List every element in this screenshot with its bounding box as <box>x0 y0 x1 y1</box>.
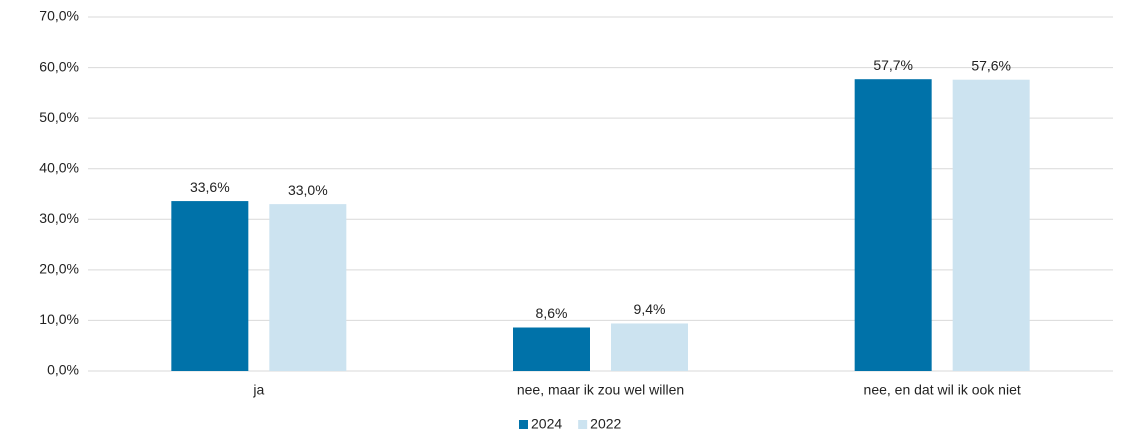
bar <box>513 327 590 371</box>
legend-label: 2024 <box>531 416 562 432</box>
bar <box>269 204 347 371</box>
bar <box>171 201 249 371</box>
legend-swatch <box>578 420 588 429</box>
bar <box>952 79 1030 372</box>
value-label: 57,7% <box>873 57 913 73</box>
value-label: 33,0% <box>288 182 328 198</box>
bar <box>854 79 932 372</box>
value-label: 8,6% <box>536 305 568 321</box>
y-tick-label: 70,0% <box>39 8 79 24</box>
value-label: 33,6% <box>190 179 230 195</box>
y-tick-label: 30,0% <box>39 210 79 226</box>
y-tick-label: 0,0% <box>47 362 79 378</box>
value-label: 9,4% <box>634 301 666 317</box>
y-tick-label: 60,0% <box>39 58 79 74</box>
x-tick-label: nee, en dat wil ik ook niet <box>864 382 1021 398</box>
x-tick-label: ja <box>252 382 264 398</box>
y-tick-label: 10,0% <box>39 311 79 327</box>
legend-label: 2022 <box>590 416 621 432</box>
y-tick-label: 20,0% <box>39 261 79 277</box>
value-label: 57,6% <box>971 57 1011 73</box>
y-tick-label: 40,0% <box>39 159 79 175</box>
bar <box>611 323 688 371</box>
legend-swatch <box>519 420 528 429</box>
y-tick-label: 50,0% <box>39 109 79 125</box>
x-tick-label: nee, maar ik zou wel willen <box>517 382 684 398</box>
